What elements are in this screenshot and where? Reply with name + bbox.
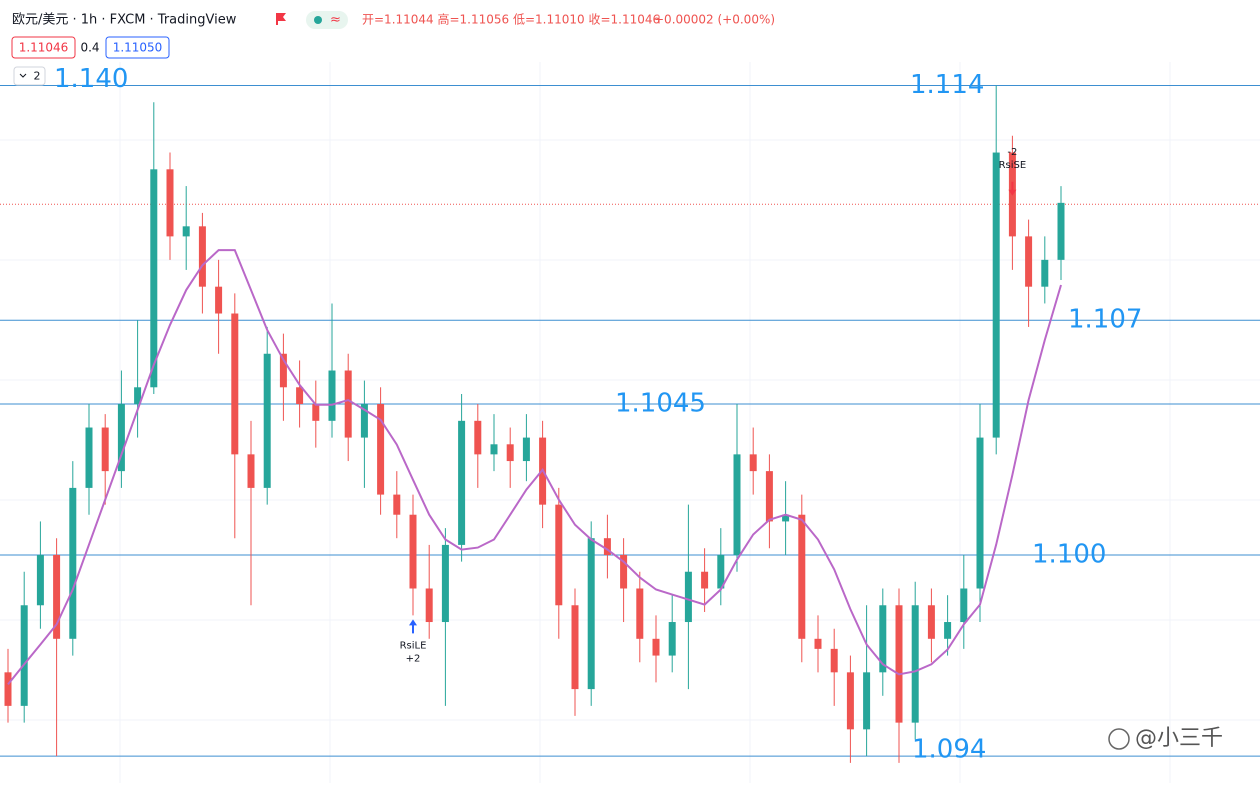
signal-arrow: [1008, 181, 1017, 196]
level-label-extra: 1.140: [54, 64, 128, 94]
status-pill[interactable]: [306, 11, 348, 29]
candle-body: [992, 152, 1000, 438]
candle-body: [1041, 259, 1049, 287]
background-grid: [0, 62, 1260, 783]
bid-price: 1.11046: [19, 41, 69, 55]
candle-body: [555, 504, 563, 606]
candle-body: [895, 605, 903, 723]
candle-body: [701, 571, 709, 589]
level-label: 1.107: [1068, 305, 1142, 335]
signal-name: RsiSE: [999, 160, 1027, 171]
candle-body: [765, 471, 773, 522]
candle-body: [69, 487, 77, 639]
candle-body: [798, 514, 806, 639]
candle-body: [231, 313, 239, 455]
candle-body: [166, 169, 174, 237]
candle-body: [247, 454, 255, 488]
spread: 0.4: [80, 41, 99, 55]
candle-body: [571, 605, 579, 690]
candle-body: [927, 605, 935, 639]
candle-body: [684, 571, 692, 623]
candle-body: [863, 672, 871, 730]
candle-body: [976, 437, 984, 589]
candle-body: [215, 286, 223, 314]
signal-qty: +2: [406, 653, 421, 664]
candle-body: [409, 514, 417, 589]
candle-body: [150, 169, 158, 388]
candle-body: [279, 353, 287, 388]
candle-body: [879, 605, 887, 673]
candle-body: [263, 353, 271, 488]
moving-average: [7, 249, 1062, 686]
candle-body: [506, 444, 514, 462]
candle-body: [830, 648, 838, 673]
candle-body: [4, 672, 12, 706]
candle-body: [1057, 202, 1065, 260]
candle-body: [522, 437, 530, 462]
candle-body: [782, 514, 790, 522]
watermark-icon: [1108, 728, 1130, 750]
symbol-title[interactable]: 欧元/美元 · 1h · FXCM · TradingView: [12, 13, 237, 28]
signal-arrow: [409, 619, 417, 634]
candle-body: [328, 370, 336, 421]
candle-body: [198, 226, 206, 287]
candle-body: [960, 588, 968, 623]
candle-body: [296, 387, 304, 405]
candle-body: [101, 427, 109, 472]
candle-body: [944, 622, 952, 639]
candle-body: [360, 404, 368, 438]
candle-body: [85, 427, 93, 488]
chevron-icon: [19, 73, 27, 78]
candle-body: [312, 404, 320, 421]
candle-body: [636, 588, 644, 639]
level-label: 1.114: [910, 70, 984, 100]
candle-body: [36, 554, 44, 606]
bid-box[interactable]: [11, 36, 76, 59]
candle-body: [441, 544, 449, 623]
ohlc-values: 开=1.11044 高=1.11056 低=1.11010 收=1.11046: [362, 12, 660, 27]
candle-body: [603, 538, 611, 555]
candle-body: [393, 494, 401, 515]
candle-body: [652, 638, 660, 656]
candle-body: [425, 588, 433, 623]
level-label: 1.094: [912, 735, 986, 765]
candle-body: [134, 387, 142, 405]
candle-body: [846, 672, 854, 730]
candle-body: [20, 605, 28, 706]
candle-body: [749, 454, 757, 472]
level-label: 1.1045: [615, 389, 706, 419]
watermark: @小三千: [1135, 726, 1223, 751]
candle-body: [717, 554, 725, 589]
candle-body: [458, 420, 466, 545]
candle-body: [911, 605, 919, 723]
candle-body: [53, 554, 61, 639]
change-value: +0.00002 (+0.00%): [654, 13, 775, 27]
candle-body: [474, 420, 482, 455]
ask-box[interactable]: [105, 36, 170, 59]
level-label: 1.100: [1032, 539, 1106, 569]
candle-body: [668, 622, 676, 656]
candle-body: [490, 444, 498, 455]
candle-body: [1025, 236, 1033, 287]
candle-body: [733, 454, 741, 555]
plot-area: RsiLE +2 -2 RsiSE: [0, 84, 1260, 763]
status-dot: [314, 16, 322, 24]
candle-body: [344, 370, 352, 438]
wave-icon: ≈: [330, 13, 341, 28]
indicator-count: 2: [34, 70, 41, 83]
ask-price: 1.11050: [113, 41, 163, 55]
candle-body: [182, 226, 190, 237]
candle-body: [814, 638, 822, 649]
candle-body: [117, 404, 125, 472]
collapse-button[interactable]: [13, 66, 46, 86]
candle-body: [620, 554, 628, 589]
signal-qty: -2: [1007, 147, 1017, 158]
candle-body: [377, 404, 385, 495]
signal-name: RsiLE: [400, 640, 427, 651]
flag-icon[interactable]: [276, 13, 286, 25]
overlay: 欧元/美元 · 1h · FXCM · TradingView ≈ 开=1.11…: [11, 11, 1223, 765]
candle-body: [587, 538, 595, 690]
